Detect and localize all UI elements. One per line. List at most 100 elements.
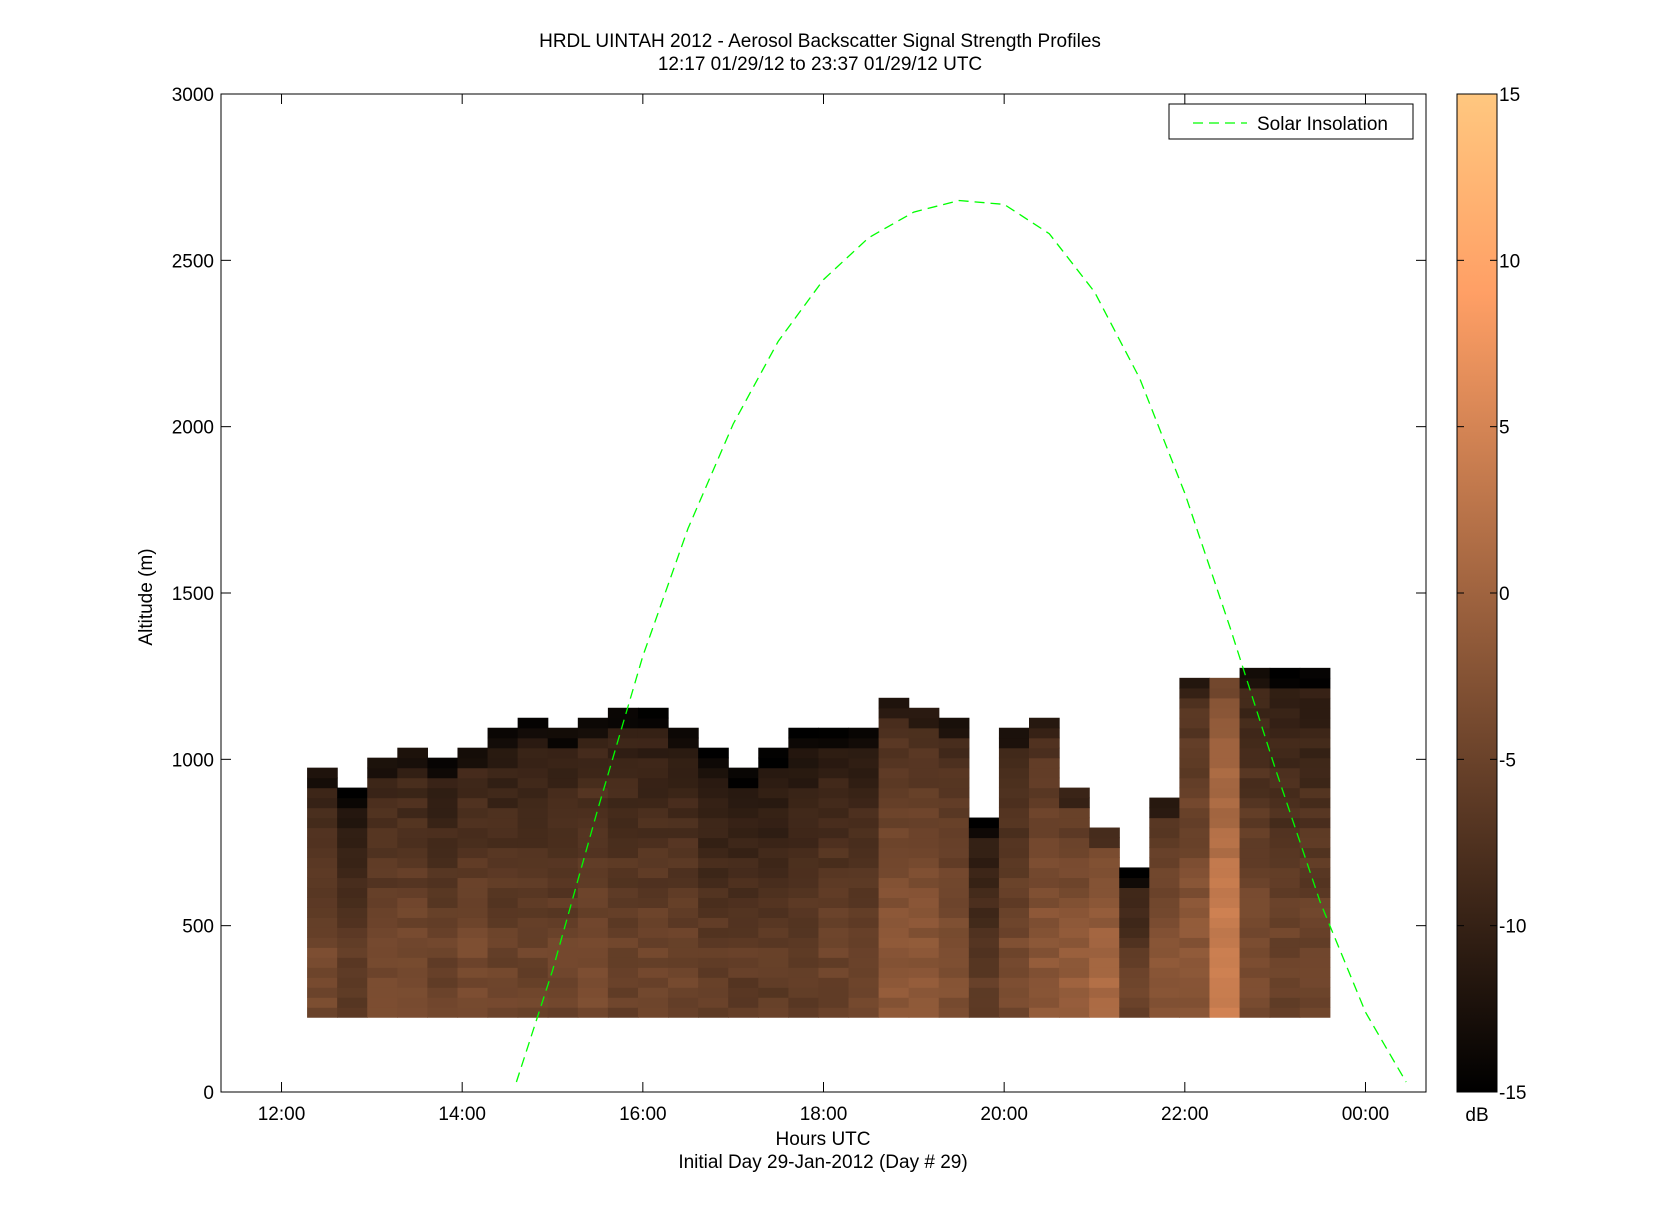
heatmap-cell (878, 837, 910, 849)
heatmap-cell (788, 937, 820, 948)
heatmap-cell (607, 877, 639, 889)
heatmap-cell (878, 857, 910, 869)
heatmap-cell (607, 727, 639, 739)
heatmap-cell (637, 917, 669, 928)
heatmap-cell (367, 967, 398, 978)
heatmap-cell (517, 777, 549, 789)
heatmap-cell (878, 777, 910, 789)
heatmap-cell (848, 867, 880, 879)
heatmap-cell (427, 917, 459, 928)
heatmap-cell (1029, 737, 1060, 749)
heatmap-cell (1209, 837, 1241, 849)
heatmap-cell (818, 927, 850, 938)
heatmap-cell (1089, 887, 1120, 898)
heatmap-cell (1029, 767, 1060, 779)
heatmap-cell (367, 887, 398, 898)
heatmap-cell (1209, 697, 1241, 709)
heatmap-cell (968, 987, 1000, 998)
heatmap-cell (517, 827, 549, 839)
heatmap-cell (878, 877, 910, 889)
heatmap-cell (547, 867, 579, 879)
heatmap-cell (547, 937, 579, 948)
y-tick-label: 0 (203, 1083, 214, 1104)
heatmap-cell (728, 767, 759, 779)
heatmap-cell (848, 957, 880, 968)
heatmap-cell (1209, 967, 1241, 978)
heatmap-cell (1119, 907, 1150, 918)
heatmap-cell (1299, 717, 1331, 729)
heatmap-cell (547, 797, 579, 809)
heatmap-cell (1299, 857, 1331, 869)
heatmap-cell (878, 847, 910, 859)
heatmap-cell (487, 747, 519, 759)
heatmap-cell (1089, 857, 1120, 869)
heatmap-cell (1059, 817, 1090, 829)
heatmap-cell (878, 937, 910, 948)
heatmap-cell (457, 847, 489, 859)
heatmap-cell (1299, 787, 1331, 799)
heatmap-cell (427, 857, 459, 869)
heatmap-cell (848, 887, 880, 898)
heatmap-cell (908, 907, 940, 918)
heatmap-cell (1059, 987, 1090, 998)
heatmap-cell (547, 777, 579, 789)
heatmap-cell (547, 897, 579, 908)
heatmap-cell (1209, 927, 1241, 938)
heatmap-cell (788, 857, 820, 869)
heatmap-cell (1269, 987, 1301, 998)
heatmap-cell (1089, 837, 1120, 849)
heatmap-cell (1269, 897, 1301, 908)
x-tick-labels: 12:00 14:00 16:00 18:00 20:00 22:00 00:00 (258, 1104, 1390, 1125)
heatmap-cell (698, 787, 729, 799)
heatmap-cell (1179, 987, 1211, 998)
heatmap-cell (938, 847, 970, 859)
heatmap-cell (1269, 877, 1301, 889)
heatmap-cell (427, 987, 459, 998)
heatmap-cell (1029, 727, 1060, 739)
heatmap-cell (1239, 997, 1271, 1008)
heatmap-cell (998, 747, 1030, 759)
heatmap-cell (517, 867, 549, 879)
heatmap-cell (397, 867, 428, 879)
heatmap-cell (1149, 947, 1180, 958)
heatmap-cell (487, 797, 519, 809)
heatmap-cell (758, 767, 789, 779)
heatmap-cell (427, 957, 459, 968)
heatmap-cell (818, 957, 850, 968)
heatmap-cell (307, 797, 338, 809)
heatmap-cell (788, 747, 820, 759)
heatmap-cell (998, 977, 1030, 988)
heatmap-cell (1179, 677, 1211, 689)
heatmap-cell (878, 817, 910, 829)
heatmap-cell (637, 997, 669, 1008)
heatmap-cell (908, 917, 940, 928)
heatmap-cell (878, 797, 910, 809)
heatmap-cell (938, 977, 970, 988)
heatmap-cell (457, 827, 489, 839)
heatmap-cell (577, 717, 609, 729)
heatmap-cell (848, 827, 880, 839)
heatmap-cell (938, 807, 970, 819)
heatmap-cell (607, 757, 639, 769)
heatmap-cell (818, 747, 850, 759)
heatmap-cell (878, 807, 910, 819)
y-tick-label: 3000 (172, 85, 214, 106)
heatmap-cell (367, 857, 398, 869)
heatmap-cell (637, 987, 669, 998)
heatmap-cell (517, 837, 549, 849)
heatmap-cell (788, 947, 820, 958)
heatmap-cell (397, 827, 428, 839)
heatmap-cell (1179, 937, 1211, 948)
heatmap-cell (337, 847, 368, 859)
heatmap-cell (517, 1007, 549, 1018)
heatmap-cell (968, 837, 1000, 849)
heatmap-cell (517, 977, 549, 988)
heatmap-cell (1239, 887, 1271, 898)
heatmap-cell (1089, 967, 1120, 978)
heatmap-cell (848, 737, 880, 749)
heatmap-cell (1269, 917, 1301, 928)
heatmap-cell (848, 817, 880, 829)
heatmap-cell (848, 747, 880, 759)
heatmap-cell (938, 857, 970, 869)
heatmap-cell (938, 757, 970, 769)
